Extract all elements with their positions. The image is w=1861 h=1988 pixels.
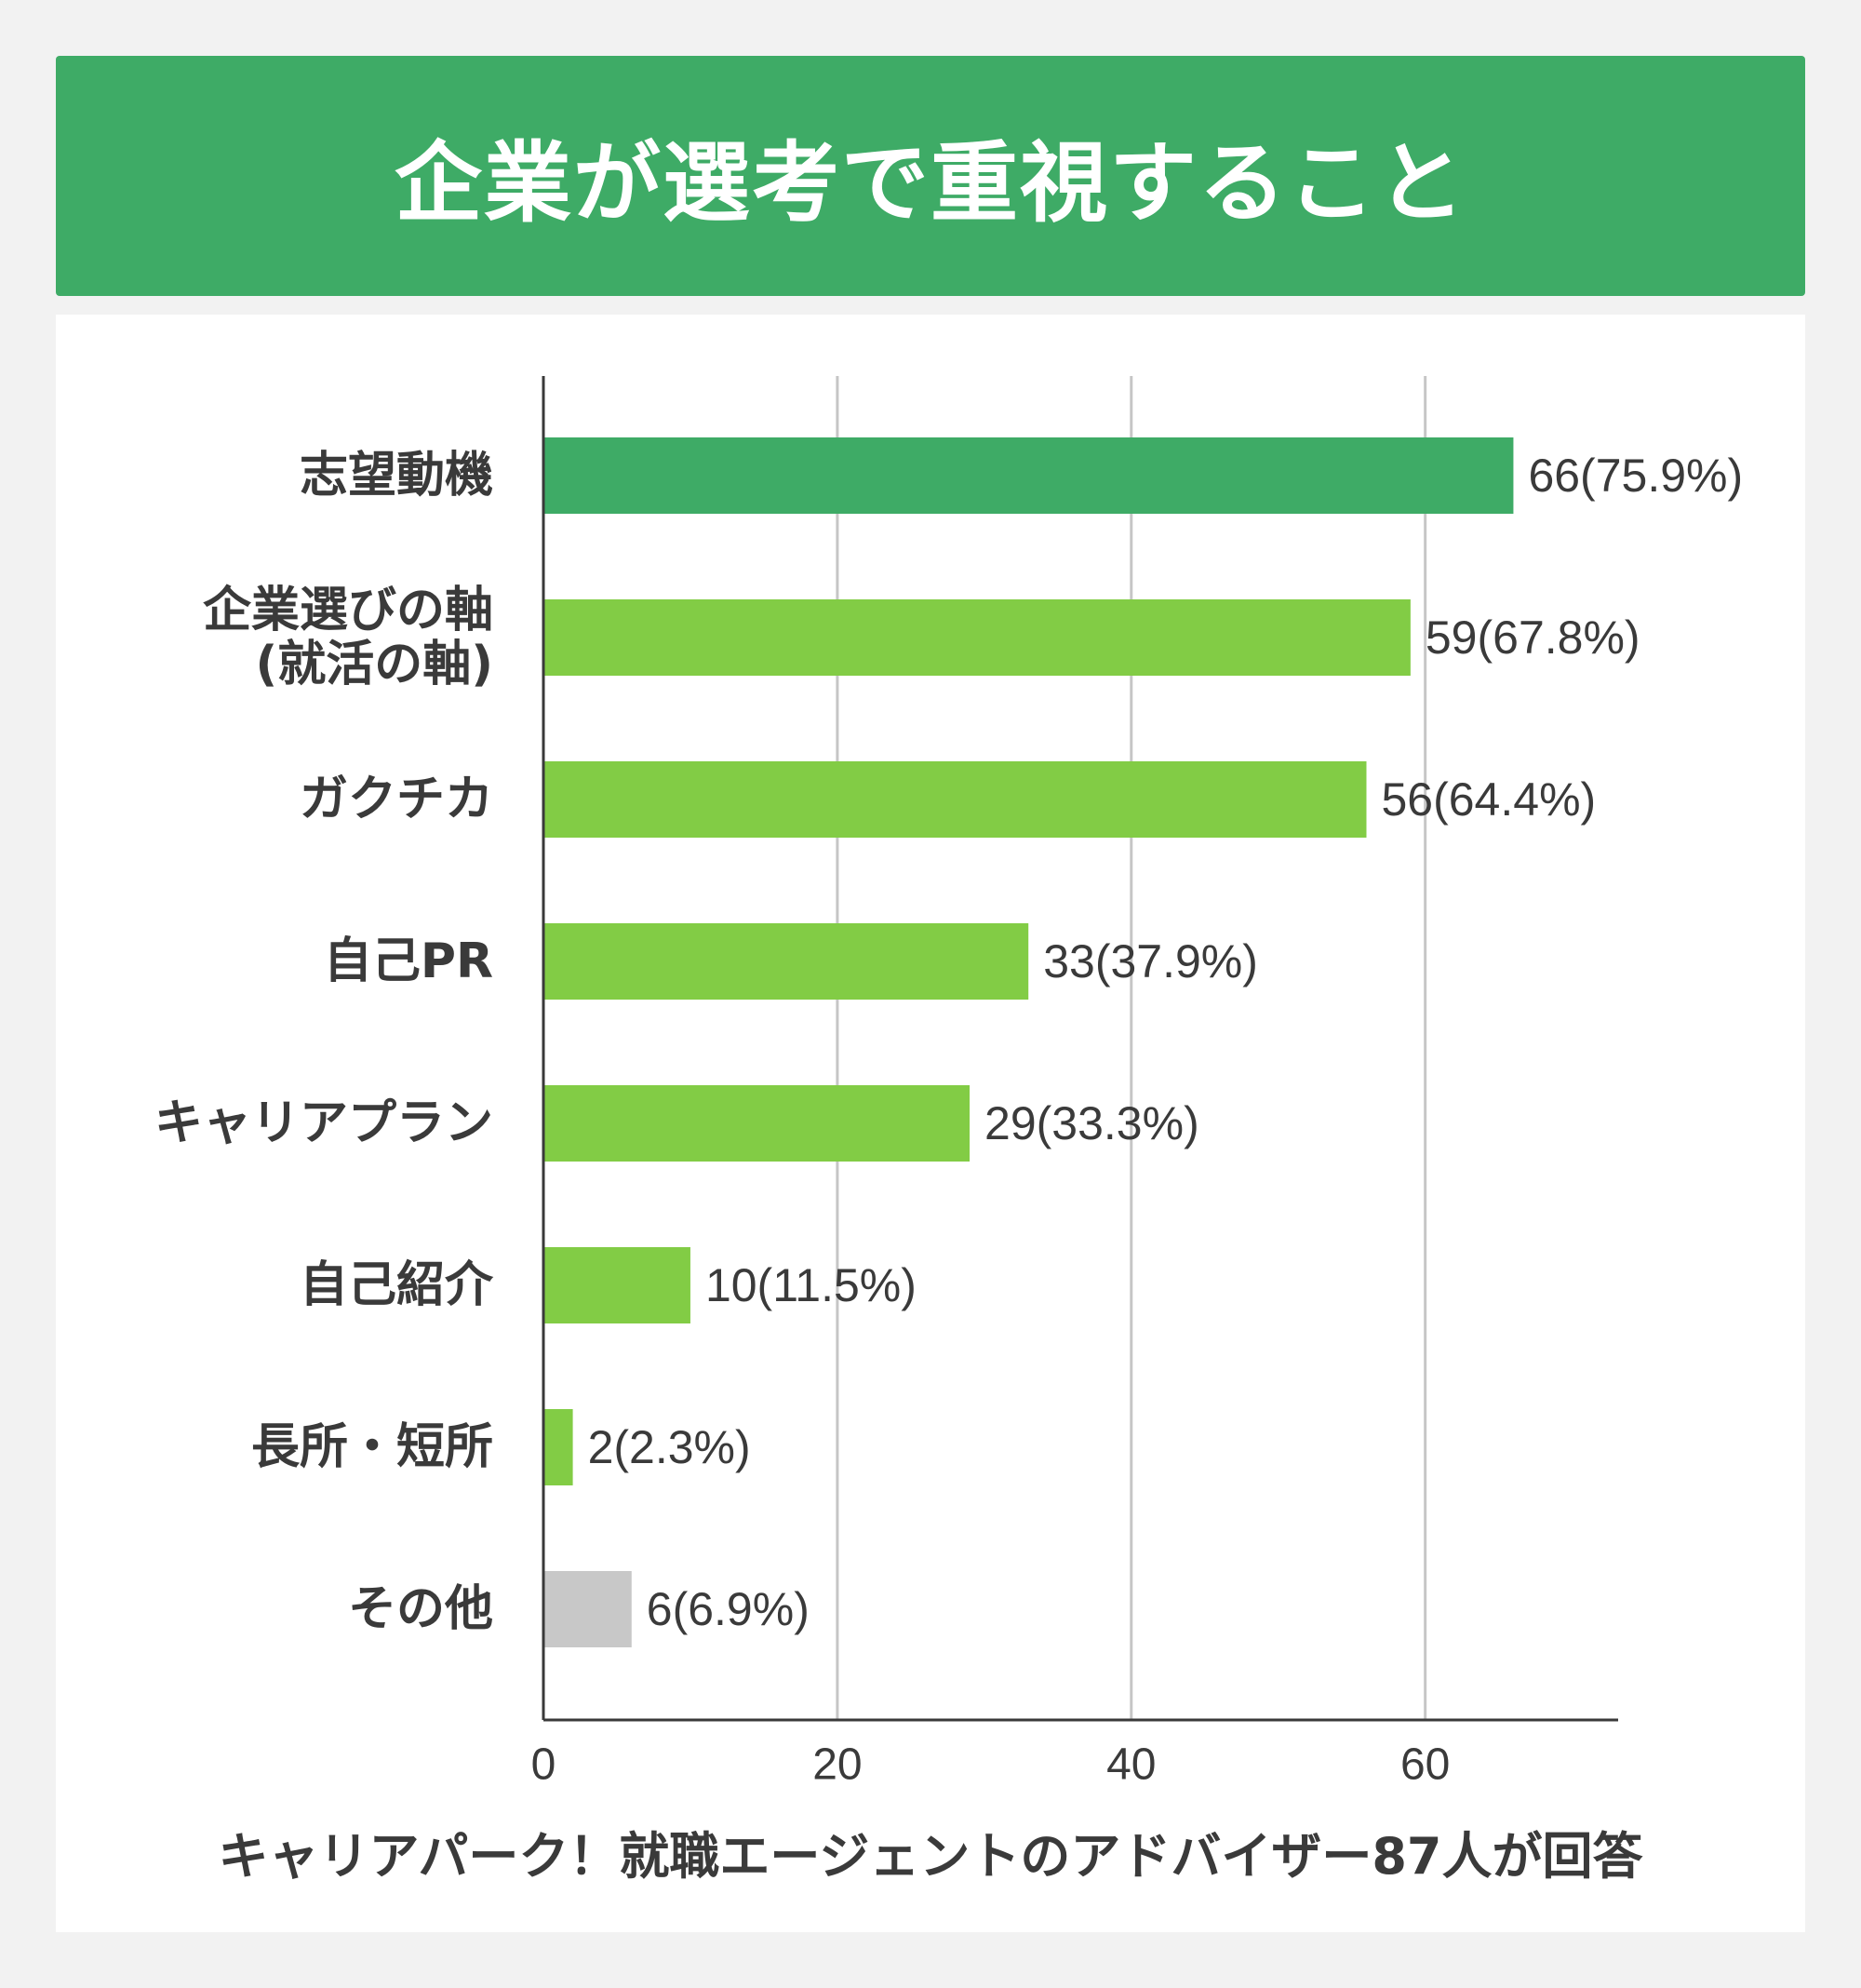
category-label: 長所・短所 bbox=[251, 1419, 493, 1475]
bar bbox=[543, 1571, 632, 1647]
category-label: 志望動機 bbox=[300, 448, 493, 504]
category-label: 自己紹介 bbox=[300, 1257, 494, 1313]
value-label: 10(11.5%) bbox=[705, 1259, 917, 1311]
bar bbox=[543, 1247, 690, 1323]
value-label: 56(64.4%) bbox=[1381, 773, 1596, 826]
bar bbox=[543, 1409, 573, 1485]
category-label: キャリアプラン bbox=[154, 1095, 493, 1151]
category-label: その他 bbox=[348, 1581, 493, 1637]
bar bbox=[543, 1085, 971, 1162]
chart-title: 企業が選考で重視すること bbox=[394, 133, 1466, 235]
bar bbox=[543, 923, 1029, 1000]
source-note: キャリアパーク！就職エージェントのアドバイザー87人が回答 bbox=[218, 1827, 1643, 1886]
x-tick-label: 40 bbox=[1106, 1740, 1156, 1790]
bar bbox=[543, 761, 1367, 838]
title-banner: 企業が選考で重視すること bbox=[56, 56, 1805, 296]
bar-chart: 志望動機 66(75.9%) 企業選びの軸(就活の軸) 59(67.8%) ガクチカ 56… bbox=[154, 376, 1743, 1790]
bar bbox=[543, 437, 1514, 514]
value-label: 66(75.9%) bbox=[1528, 450, 1743, 502]
bar bbox=[543, 599, 1411, 676]
x-tick-label: 0 bbox=[531, 1740, 556, 1790]
value-label: 29(33.3%) bbox=[984, 1097, 1199, 1149]
category-label: 企業選びの軸(就活の軸) bbox=[203, 583, 493, 692]
x-tick-label: 60 bbox=[1400, 1740, 1450, 1790]
chart-panel: 志望動機 66(75.9%) 企業選びの軸(就活の軸) 59(67.8%) ガクチカ 56… bbox=[56, 315, 1805, 1932]
value-label: 59(67.8%) bbox=[1426, 611, 1640, 664]
category-label: ガクチカ bbox=[300, 772, 493, 827]
category-label: 自己PR bbox=[324, 934, 493, 989]
value-label: 33(37.9%) bbox=[1043, 935, 1258, 987]
x-tick-label: 20 bbox=[812, 1740, 862, 1790]
value-label: 6(6.9%) bbox=[647, 1583, 810, 1635]
value-label: 2(2.3%) bbox=[588, 1421, 751, 1473]
